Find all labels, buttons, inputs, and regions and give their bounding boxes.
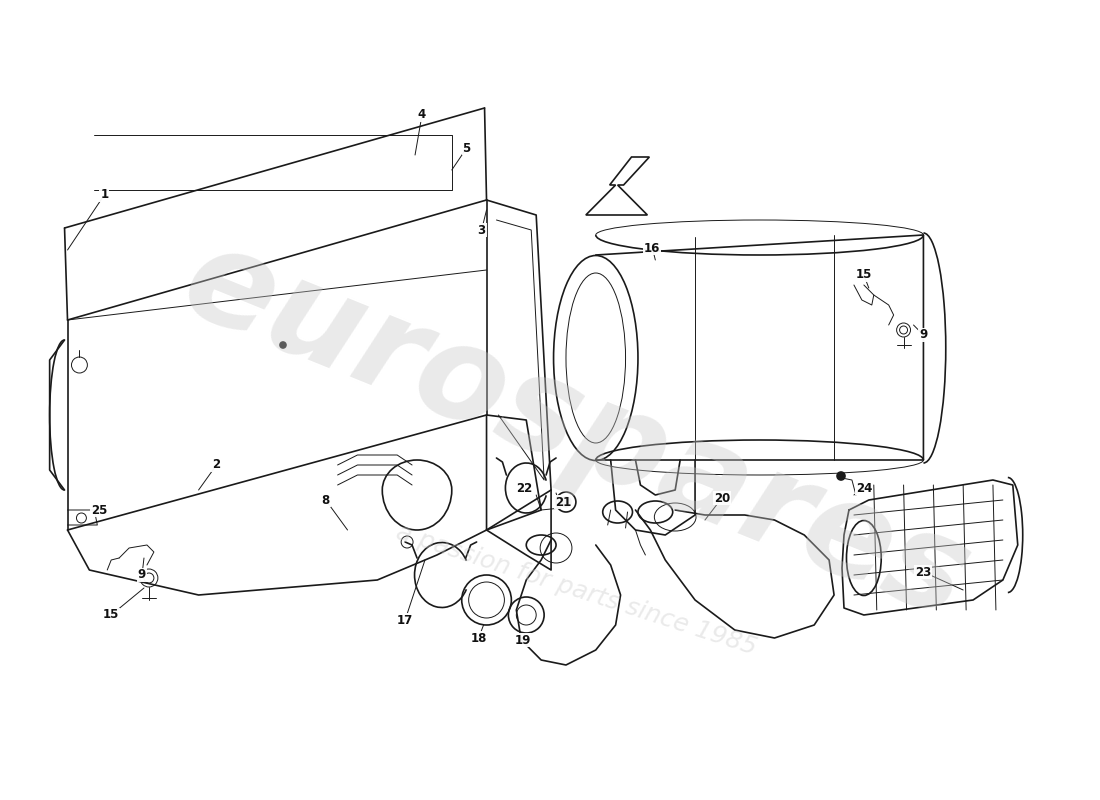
Text: 18: 18	[471, 631, 487, 645]
Circle shape	[280, 342, 286, 348]
Text: 5: 5	[463, 142, 471, 154]
Text: 17: 17	[397, 614, 414, 626]
Text: 4: 4	[418, 109, 426, 122]
Text: 3: 3	[477, 223, 485, 237]
Text: 2: 2	[212, 458, 220, 471]
Text: 21: 21	[554, 495, 571, 509]
Text: 15: 15	[103, 609, 120, 622]
Text: 25: 25	[91, 503, 108, 517]
Text: eurospares: eurospares	[165, 214, 987, 646]
Text: a passion for parts since 1985: a passion for parts since 1985	[393, 520, 759, 660]
Text: 23: 23	[915, 566, 932, 578]
Text: 20: 20	[714, 491, 730, 505]
Text: 9: 9	[138, 569, 146, 582]
Text: 24: 24	[856, 482, 872, 494]
Text: 8: 8	[321, 494, 330, 506]
Circle shape	[837, 472, 845, 480]
Text: 22: 22	[516, 482, 532, 494]
Text: 15: 15	[856, 269, 872, 282]
Text: 9: 9	[920, 329, 927, 342]
Text: 16: 16	[645, 242, 660, 254]
Text: 1: 1	[100, 189, 108, 202]
Text: 19: 19	[515, 634, 531, 646]
Circle shape	[561, 497, 571, 507]
